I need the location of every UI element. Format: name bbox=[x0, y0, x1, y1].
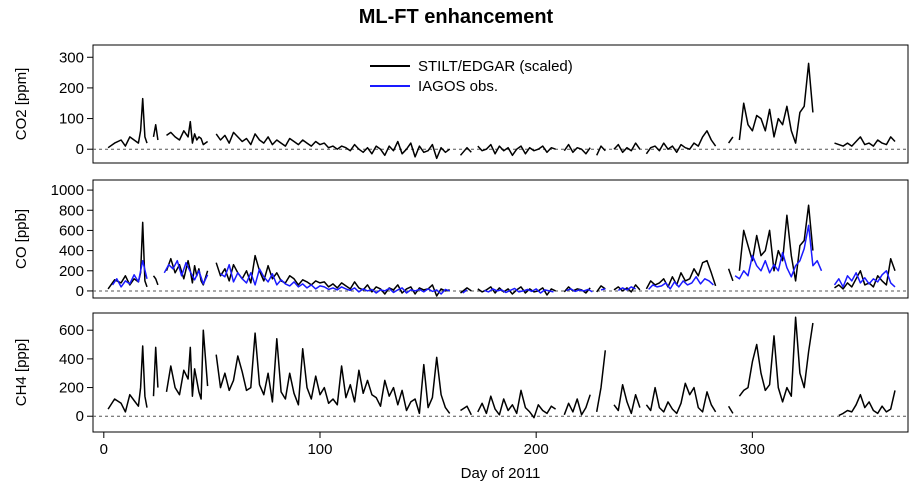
y-tick-label: 200 bbox=[59, 80, 84, 97]
y-tick-label: 0 bbox=[76, 283, 84, 300]
x-tick-label: 200 bbox=[524, 441, 549, 458]
panel-frame bbox=[92, 44, 909, 164]
y-tick-label: 200 bbox=[59, 380, 84, 397]
y-tick-label: 400 bbox=[59, 351, 84, 368]
panel-frame bbox=[92, 312, 909, 433]
y-tick-label: 300 bbox=[59, 49, 84, 66]
y-tick-label: 0 bbox=[76, 408, 84, 425]
x-tick-label: 100 bbox=[307, 441, 332, 458]
x-tick-label: 300 bbox=[740, 441, 765, 458]
y-tick-label: 400 bbox=[59, 243, 84, 260]
y-axis-label: CH4 [ppp] bbox=[13, 339, 30, 407]
legend-label: STILT/EDGAR (scaled) bbox=[418, 58, 573, 75]
y-tick-label: 200 bbox=[59, 263, 84, 280]
y-axis-label: CO2 [ppm] bbox=[13, 68, 30, 141]
y-tick-label: 800 bbox=[59, 202, 84, 219]
series-stilt-line bbox=[107, 204, 896, 297]
x-tick-label: 0 bbox=[100, 441, 108, 458]
series-iagos-line bbox=[111, 224, 896, 295]
y-tick-label: 600 bbox=[59, 222, 84, 239]
y-axis-label: CO [ppb] bbox=[13, 209, 30, 269]
y-tick-label: 100 bbox=[59, 111, 84, 128]
series-stilt-line bbox=[107, 316, 896, 419]
legend-label: IAGOS obs. bbox=[418, 78, 498, 95]
y-tick-label: 600 bbox=[59, 322, 84, 339]
chart-title: ML-FT enhancement bbox=[358, 6, 554, 28]
panel-frame bbox=[92, 179, 909, 299]
series-stilt-line bbox=[107, 62, 896, 160]
y-tick-label: 1000 bbox=[51, 182, 84, 199]
x-axis-label: Day of 2011 bbox=[461, 465, 541, 482]
y-tick-label: 0 bbox=[76, 141, 84, 158]
